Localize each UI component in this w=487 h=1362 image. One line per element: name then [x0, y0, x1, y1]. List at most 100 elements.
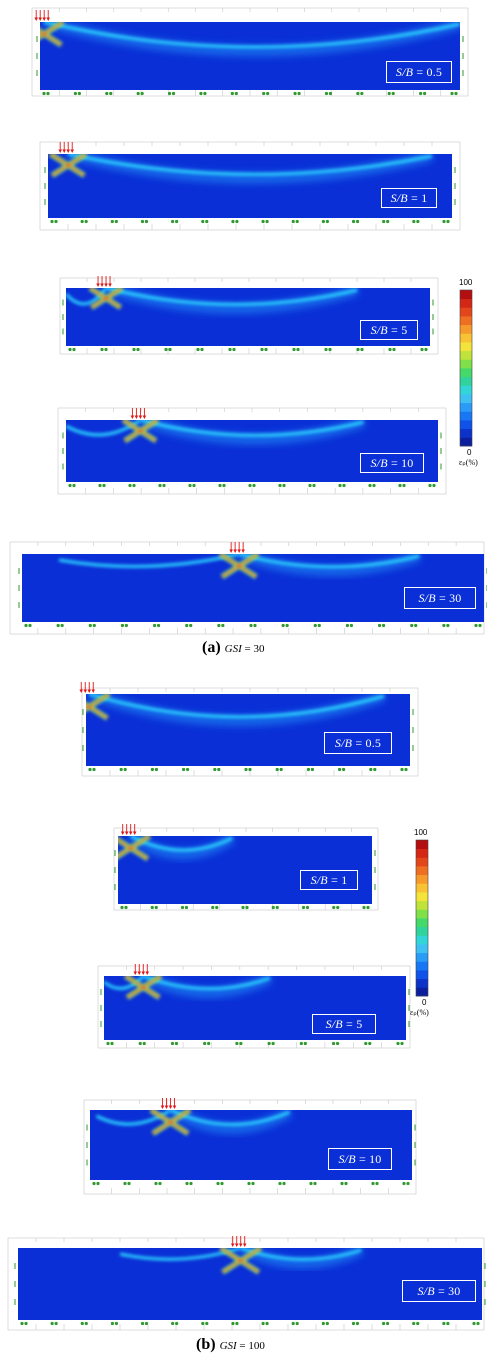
legend-unit-label: εₚ(%): [459, 458, 478, 467]
contour-plot-a5: [9, 541, 487, 635]
color-step: [416, 935, 428, 945]
color-step: [460, 290, 472, 300]
load-arrow-icon: [58, 142, 74, 153]
strain-halo: [42, 22, 460, 56]
color-step: [460, 394, 472, 404]
side-support-icon: [114, 850, 376, 890]
sb-label-b2: S/B = 1: [300, 870, 358, 890]
contour-plot-a3: [59, 276, 439, 355]
contour-plot-b2: [113, 824, 379, 911]
sb-value: = 1: [411, 190, 428, 205]
strain-contours: [119, 1248, 364, 1275]
sb-value: = 5: [346, 1016, 363, 1031]
color-step: [460, 359, 472, 369]
panel-b3: S/B = 5: [96, 964, 412, 1050]
shear-band-right: [105, 288, 358, 306]
color-step: [416, 840, 428, 850]
sb-label-a1: S/B = 0.5: [386, 61, 452, 83]
color-step: [416, 961, 428, 971]
roller-support-icon: [92, 1181, 410, 1186]
failure-wedge: [218, 554, 260, 579]
color-step: [416, 892, 428, 902]
strain-contours: [66, 420, 366, 445]
caption-letter: (b): [196, 1336, 216, 1353]
sb-label-b3: S/B = 5: [312, 1014, 376, 1034]
panel-a4: S/B = 10: [56, 406, 448, 496]
strain-contours: [58, 554, 421, 579]
color-step: [460, 420, 472, 430]
color-step: [460, 342, 472, 352]
color-step: [460, 350, 472, 360]
panel-b4: S/B = 10: [82, 1098, 418, 1196]
legend-unit-label: εₚ(%): [410, 1008, 429, 1017]
strain-halo: [104, 288, 359, 314]
color-step: [460, 368, 472, 378]
roller-support-icon: [68, 347, 428, 352]
legend-min-label: 0: [422, 998, 427, 1007]
color-step: [416, 944, 428, 954]
sb-label-a5: S/B = 30: [404, 587, 476, 609]
color-step: [416, 978, 428, 988]
sb-label-b1: S/B = 0.5: [324, 732, 392, 754]
color-step: [460, 402, 472, 412]
strain-contours: [86, 694, 386, 726]
sb-value: = 10: [390, 455, 414, 470]
roller-support-icon: [106, 1041, 404, 1046]
color-step: [416, 909, 428, 919]
color-step: [460, 437, 472, 447]
shear-band-right: [140, 420, 364, 437]
sb-label-a2: S/B = 1: [381, 188, 437, 208]
sb-value: = 5: [391, 322, 408, 337]
failure-wedge: [149, 1110, 192, 1136]
color-step: [416, 952, 428, 962]
load-arrow-icon: [120, 824, 137, 835]
side-support-icon: [36, 36, 464, 76]
strain-contours: [40, 22, 460, 56]
color-step: [416, 918, 428, 928]
load-arrow-icon: [96, 276, 112, 287]
roller-support-icon: [88, 767, 408, 772]
side-support-icon: [86, 1124, 416, 1166]
mesh-frame: [59, 277, 439, 355]
legend-max-label: 100: [459, 278, 473, 287]
color-scale-steps: [416, 840, 428, 997]
mesh-frame: [57, 407, 447, 495]
strain-halo: [87, 694, 386, 726]
side-support-icon: [62, 432, 442, 470]
color-step: [460, 324, 472, 334]
side-support-icon: [14, 1263, 486, 1305]
color-step: [460, 428, 472, 438]
shear-band-right: [67, 154, 433, 176]
color-step: [460, 316, 472, 326]
roller-support-icon: [120, 905, 370, 910]
load-arrow-icon: [229, 542, 245, 553]
legend-a: 100 0 εₚ(%): [456, 276, 486, 476]
color-step: [460, 333, 472, 343]
color-scale-bar: [459, 289, 473, 447]
sb-var: S/B: [390, 190, 408, 205]
shear-band-left: [104, 976, 145, 990]
failure-wedge: [219, 1248, 263, 1275]
color-step: [460, 307, 472, 317]
color-scale-outline: [415, 839, 429, 997]
failure-wedge: [86, 694, 111, 721]
load-arrow-icon: [160, 1098, 177, 1109]
shear-band-right: [88, 694, 385, 719]
shear-band-left: [58, 554, 240, 568]
sb-label-a3: S/B = 5: [360, 320, 418, 340]
color-step: [460, 411, 472, 421]
sb-var: S/B: [370, 455, 388, 470]
mesh-frame: [83, 1099, 417, 1195]
side-support-icon: [62, 299, 434, 335]
sb-label-a4: S/B = 10: [360, 453, 424, 473]
color-step: [416, 848, 428, 858]
strain-halo: [138, 420, 366, 445]
strain-halo: [237, 554, 421, 576]
load-arrow-icon: [79, 682, 96, 693]
panel-b5: S/B = 30: [6, 1236, 486, 1332]
mesh-frame: [97, 965, 411, 1049]
failure-wedge: [118, 836, 152, 861]
rock-mass-domain: [18, 1248, 482, 1320]
caption-param: GSI: [219, 1340, 237, 1352]
sb-value: = 0.5: [355, 735, 382, 750]
